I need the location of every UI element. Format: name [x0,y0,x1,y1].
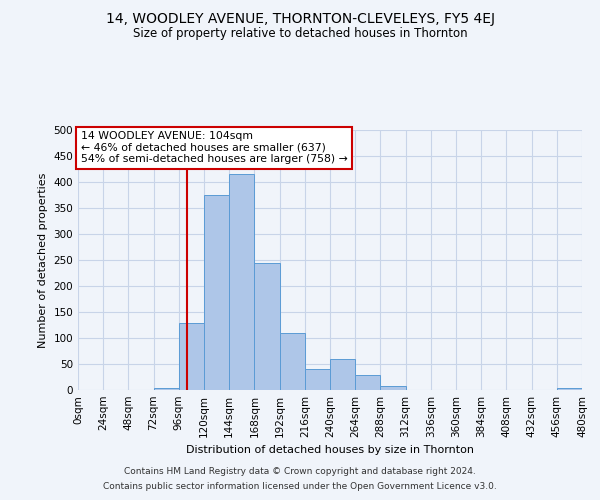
Bar [179,324,204,390]
Bar [305,369,330,390]
Text: Size of property relative to detached houses in Thornton: Size of property relative to detached ho… [133,28,467,40]
Bar [280,333,305,390]
Bar [355,376,380,390]
Y-axis label: Number of detached properties: Number of detached properties [38,172,48,348]
Text: 14 WOODLEY AVENUE: 104sqm
← 46% of detached houses are smaller (637)
54% of semi: 14 WOODLEY AVENUE: 104sqm ← 46% of detac… [80,132,347,164]
Bar [557,388,582,390]
Text: Contains HM Land Registry data © Crown copyright and database right 2024.: Contains HM Land Registry data © Crown c… [124,467,476,476]
X-axis label: Distribution of detached houses by size in Thornton: Distribution of detached houses by size … [186,446,474,456]
Bar [380,386,406,390]
Bar [204,195,229,390]
Bar [254,262,280,390]
Bar [330,359,355,390]
Bar [154,388,179,390]
Text: 14, WOODLEY AVENUE, THORNTON-CLEVELEYS, FY5 4EJ: 14, WOODLEY AVENUE, THORNTON-CLEVELEYS, … [106,12,494,26]
Text: Contains public sector information licensed under the Open Government Licence v3: Contains public sector information licen… [103,482,497,491]
Bar [229,174,254,390]
